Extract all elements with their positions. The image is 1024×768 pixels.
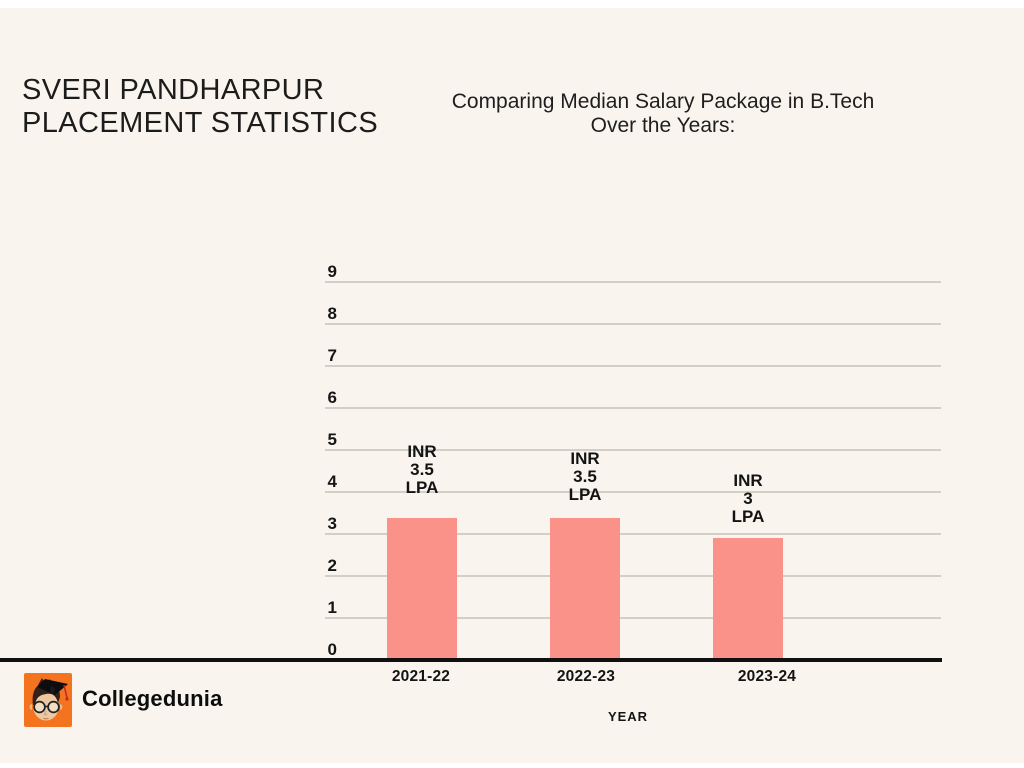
- y-tick-label: 6: [327, 388, 337, 407]
- x-axis-title: YEAR: [607, 709, 649, 724]
- page-title-line2: PLACEMENT STATISTICS: [22, 107, 379, 139]
- bar-value-label-line: LPA: [405, 478, 439, 497]
- y-tick-label: 7: [327, 346, 337, 365]
- x-tick-label: 2023-24: [737, 668, 797, 685]
- bar-value-label-line: INR: [733, 471, 763, 490]
- bar-value-label: INR 3 LPA: [688, 472, 808, 526]
- bar-value-label-line: INR: [570, 449, 600, 468]
- gridline: [325, 449, 941, 451]
- bar: [387, 518, 457, 660]
- gridline: [325, 491, 941, 493]
- y-tick-label: 1: [327, 598, 337, 617]
- bar: [713, 538, 783, 660]
- chart-subtitle-line2: Over the Years:: [590, 113, 736, 137]
- gridline: [325, 365, 941, 367]
- infographic-background: [0, 8, 1024, 763]
- bar-value-label-line: 3: [743, 489, 753, 508]
- chart-subtitle-line1: Comparing Median Salary Package in B.Tec…: [451, 90, 875, 113]
- bar-value-label-line: LPA: [568, 485, 602, 504]
- x-tick-label: 2022-23: [556, 668, 616, 685]
- page-title-line1: SVERI PANDHARPUR: [22, 74, 325, 106]
- y-tick-label: 9: [327, 262, 337, 281]
- gridline: [325, 407, 941, 409]
- chart-subtitle: Comparing Median Salary Package in B.Tec…: [380, 90, 946, 137]
- bar-value-label-line: INR: [407, 442, 437, 461]
- bar-value-label: INR 3.5 LPA: [525, 450, 645, 504]
- bar-value-label: INR 3.5 LPA: [362, 443, 482, 497]
- page-title: SVERI PANDHARPUR PLACEMENT STATISTICS: [22, 74, 378, 140]
- y-tick-label: 3: [327, 514, 337, 533]
- bar-value-label-line: LPA: [731, 507, 765, 526]
- gridline: [325, 281, 941, 283]
- collegedunia-student-mascot-icon: [24, 673, 72, 727]
- bar-value-label-line: 3.5: [573, 467, 597, 486]
- gridline: [325, 575, 941, 577]
- gridline: [325, 617, 941, 619]
- y-tick-label: 2: [327, 556, 337, 575]
- brand-name: Collegedunia: [82, 686, 223, 711]
- y-tick-label: 0: [327, 640, 337, 659]
- gridline: [325, 533, 941, 535]
- y-tick-label: 5: [327, 430, 337, 449]
- bar-value-label-line: 3.5: [410, 460, 434, 479]
- gridline: [325, 323, 941, 325]
- y-tick-label: 8: [327, 304, 337, 323]
- y-tick-label: 4: [327, 472, 337, 491]
- x-axis-line: [0, 658, 942, 662]
- x-tick-label: 2021-22: [391, 668, 451, 685]
- bar: [550, 518, 620, 660]
